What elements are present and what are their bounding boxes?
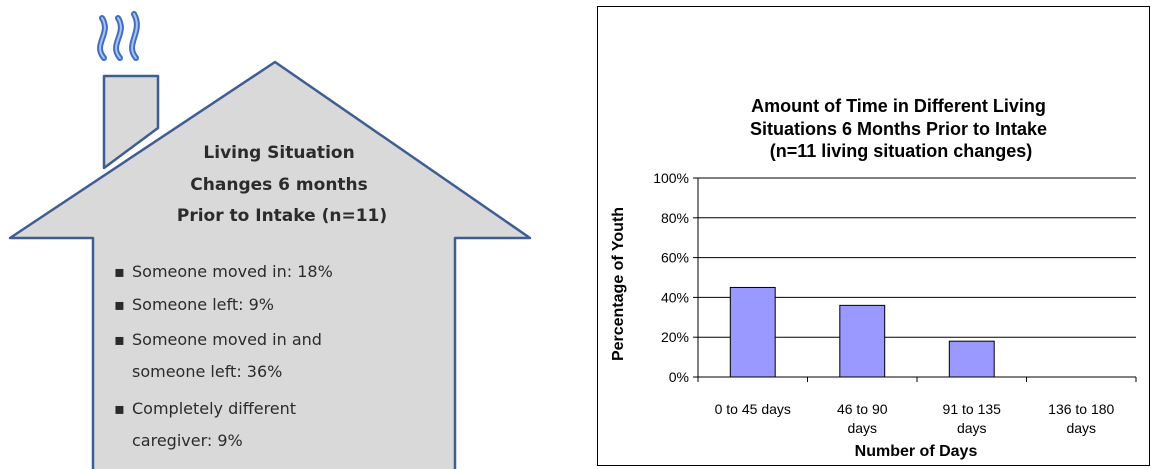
bullet-text: Someone moved in and: [132, 330, 322, 349]
x-tick-label: 91 to 135: [943, 401, 1002, 417]
bullet-text: Someone moved in: 18%: [132, 262, 333, 281]
bars: [729, 286, 995, 378]
bullet-marker: ▪: [114, 399, 125, 418]
y-tick-label: 40%: [661, 289, 689, 305]
x-tick-label: days: [847, 420, 877, 436]
y-axis-label: Percentage of Youth: [610, 207, 627, 361]
x-tick-label: days: [957, 420, 987, 436]
house-title-line: Prior to Intake (n=11): [177, 206, 387, 226]
house-shape: [8, 60, 532, 469]
x-tick-labels: 0 to 45 days 46 to 90 days 91 to 135 days 136…: [715, 401, 1115, 436]
bar: [729, 286, 776, 378]
smoke-icon: [97, 11, 140, 61]
bullet-text: Completely different: [132, 399, 296, 418]
x-tick-label: 0 to 45 days: [715, 401, 791, 417]
x-tick-label: 46 to 90: [837, 401, 888, 417]
house-infographic: Living Situation Changes 6 months Prior …: [8, 11, 532, 469]
y-tick-label: 100%: [653, 170, 689, 186]
house-title-line: Changes 6 months: [190, 175, 367, 195]
bullet-list: ▪ Someone moved in: 18% ▪ Someone left: …: [114, 262, 333, 450]
house-title-line: Living Situation: [203, 143, 354, 163]
chart-panel: Amount of Time in Different Living Situa…: [597, 6, 1150, 466]
y-tick-label: 0%: [669, 369, 689, 385]
y-tick-label: 60%: [661, 250, 689, 266]
bullet-text: Someone left: 9%: [132, 295, 274, 314]
axes: [693, 177, 1137, 382]
y-tick-label: 80%: [661, 210, 689, 226]
x-axis-label: Number of Days: [855, 443, 978, 460]
bullet-marker: ▪: [114, 295, 125, 314]
bar: [948, 340, 995, 378]
x-tick-label: 136 to 180: [1048, 401, 1114, 417]
x-tick-label: days: [1066, 420, 1096, 436]
bullet-marker: ▪: [114, 330, 125, 349]
chimney-icon: [102, 74, 160, 170]
bullet-text: caregiver: 9%: [132, 431, 243, 450]
chart-title-line: Amount of Time in Different Living: [751, 96, 1046, 116]
bar: [839, 304, 886, 378]
chart-title-line: Situations 6 Months Prior to Intake: [750, 119, 1047, 139]
y-tick-label: 20%: [661, 329, 689, 345]
bullet-marker: ▪: [114, 262, 125, 281]
bullet-text: someone left: 36%: [132, 362, 282, 381]
bar-chart: Amount of Time in Different Living Situa…: [610, 96, 1137, 460]
chart-title: Amount of Time in Different Living Situa…: [750, 96, 1052, 161]
chart-title-line: (n=11 living situation changes): [770, 141, 1033, 161]
house-title: Living Situation Changes 6 months Prior …: [177, 143, 387, 226]
y-tick-labels: 0% 20% 40% 60% 80% 100%: [653, 170, 689, 385]
